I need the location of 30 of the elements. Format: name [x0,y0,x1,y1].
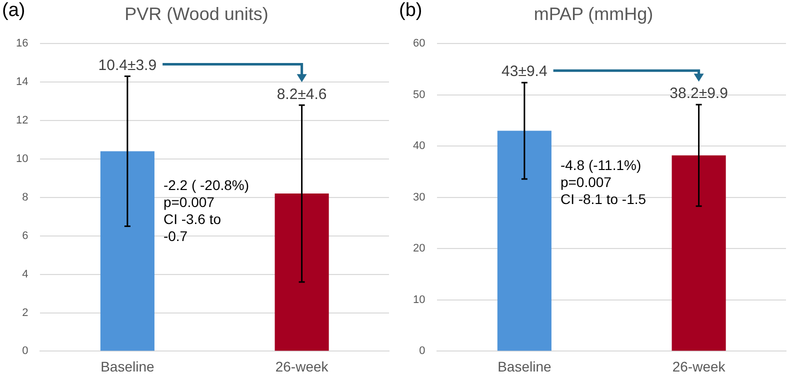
x-tick-label: 26-week [672,358,726,374]
y-tick-label: 0 [22,345,28,358]
annotation: 43±9.4 [502,63,548,80]
annotation: 8.2±4.6 [276,86,327,103]
y-tick-label: 20 [412,242,426,255]
annotation: -4.8 (-11.1%) p=0.007 CI -8.1 to -1.5 [560,156,646,208]
y-tick-label: 10 [412,294,426,306]
y-tick-label: 2 [22,306,28,319]
y-tick-label: 6 [22,230,28,242]
y-tick-label: 0 [419,345,426,358]
x-tick-label: Baseline [498,358,552,374]
x-tick-label: Baseline [100,358,154,374]
y-tick-label: 30 [412,191,426,204]
annotation: 10.4±3.9 [98,56,157,74]
y-tick-label: 60 [412,38,426,50]
y-tick-label: 4 [22,268,28,280]
annotation: -2.2 ( -20.8%) p=0.007 CI -3.6 to -0.7 [163,177,250,246]
y-tick-label: 10 [16,152,28,165]
text: (b) [399,0,422,22]
annotation: 38.2±9.9 [670,85,728,102]
y-tick-label: 12 [16,114,28,127]
y-tick-label: 40 [412,140,426,152]
y-tick-label: 16 [16,38,28,50]
x-tick-label: 26-week [275,358,330,374]
text: (a) [2,0,26,22]
chart-title: PVR (Wood units) [124,4,268,24]
y-tick-label: 8 [22,191,28,204]
y-tick-label: 50 [412,88,426,101]
y-tick-label: 14 [16,76,28,88]
chart-title: mPAP (mmHg) [534,4,654,24]
